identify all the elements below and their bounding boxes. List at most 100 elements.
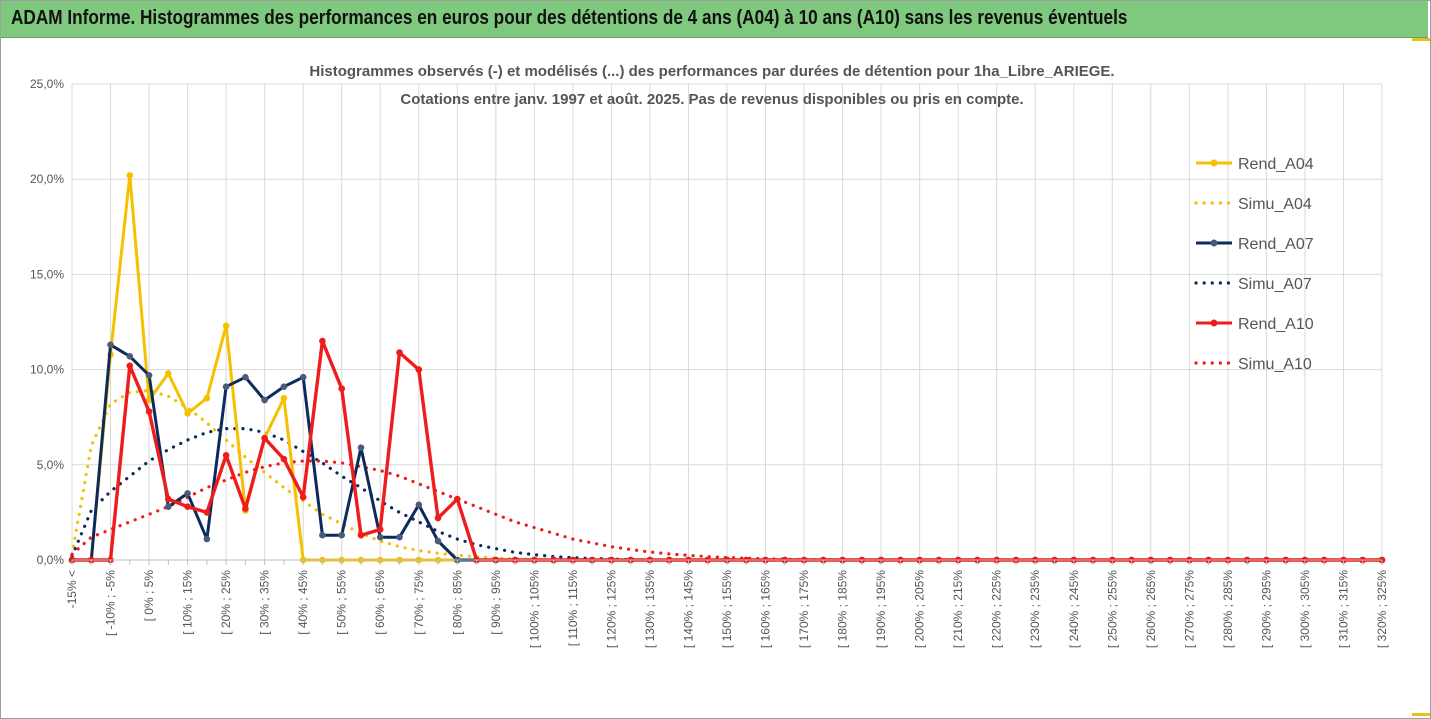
data-point [222,452,230,459]
data-point [376,533,384,541]
legend-label: Rend_A04 [1238,156,1314,173]
data-point [145,396,153,404]
x-tick-label: [ 120% ; 125% [604,570,618,648]
x-tick-label: [ -10% ; -5% [104,570,118,636]
data-point [145,372,153,379]
y-tick-label: 10,0% [30,363,64,377]
data-point [338,531,346,539]
data-point [415,501,423,509]
legend-label: Rend_A10 [1238,316,1314,333]
data-point [415,366,423,373]
legend: Rend_A04 Simu_A04 Rend_A07 Simu_A07 Rend_A10… [1194,156,1314,373]
x-tick-label: [ 60% ; 65% [373,570,387,635]
legend-entry-simu-a04: Simu_A04 [1194,196,1312,213]
x-tick-label: [ 270% ; 275% [1182,570,1196,648]
corner-mark-bottom-right [1412,713,1430,716]
x-tick-label: [ 70% ; 75% [412,570,426,635]
data-point [126,172,134,179]
y-tick-label: 25,0% [30,77,64,91]
chart-title: Histogrammes observés (-) et modélisés (… [309,63,1114,80]
data-point [376,526,384,533]
x-tick-label: [ 140% ; 145% [681,570,695,648]
data-point [280,394,288,402]
data-point [434,514,442,522]
data-point [145,408,153,415]
data-point [203,509,211,516]
data-point [165,370,172,377]
data-point [434,537,442,545]
legend-entry-rend-a10: Rend_A10 [1196,316,1314,333]
legend-entry-simu-a10: Simu_A10 [1194,356,1312,373]
x-tick-label: -15% < [65,570,79,608]
data-point [299,373,307,381]
data-point [319,337,326,345]
x-tick-label: [ 100% ; 105% [527,570,541,648]
legend-entry-simu-a07: Simu_A07 [1194,276,1312,293]
x-tick-label: [ 200% ; 205% [913,570,927,648]
data-point [184,503,191,511]
legend-entry-rend-a07: Rend_A07 [1196,236,1314,253]
y-tick-label: 15,0% [30,267,64,281]
x-tick-label: [ 230% ; 235% [1028,570,1042,648]
y-tick-label: 0,0% [37,553,65,567]
legend-marker [1210,239,1218,247]
data-point [126,353,134,360]
x-tick-label: [ 30% ; 35% [258,570,272,635]
data-point [184,410,191,417]
x-tick-label: [ 190% ; 195% [874,570,888,648]
x-tick-label: [ 210% ; 215% [951,570,965,648]
legend-marker [1210,159,1218,167]
data-point [165,495,172,503]
axis-layer: 0,0% 5,0% 10,0% 15,0% 20,0% 25,0% -15% < [ -10%… [30,77,1389,648]
data-point [107,341,114,349]
legend-label: Simu_A07 [1238,276,1312,293]
data-point [222,383,230,391]
data-point [165,503,172,511]
data-point [280,455,288,463]
report-banner: ADAM Informe. Histogrammes des performan… [1,1,1428,38]
x-tick-label: [ 290% ; 295% [1259,570,1273,648]
data-point [454,495,461,503]
data-point [338,385,346,392]
x-tick-label: [ 80% ; 85% [450,570,464,635]
data-point [203,394,211,402]
data-point [261,434,268,442]
x-tick-label: [ 110% ; 115% [566,570,580,647]
data-point [203,535,211,543]
chart-subtitle: Cotations entre janv. 1997 et août. 2025… [400,91,1023,108]
data-point [357,444,365,452]
data-point [126,362,134,370]
legend-label: Simu_A10 [1238,356,1312,373]
data-point [299,493,307,501]
x-tick-label: [ 280% ; 285% [1221,570,1235,648]
data-point [222,322,230,330]
data-point [261,396,268,404]
data-point [396,533,403,541]
data-point [242,373,249,381]
data-point [280,383,288,391]
x-tick-label: [ 10% ; 15% [181,570,195,635]
y-tick-label: 20,0% [30,172,64,186]
x-tick-label: [ 130% ; 135% [643,570,657,648]
x-tick-label: [ 220% ; 225% [990,570,1004,648]
x-tick-label: [ 320% ; 325% [1375,570,1389,648]
legend-label: Rend_A07 [1238,236,1314,253]
x-tick-label: [ 150% ; 155% [720,570,734,648]
x-tick-label: [ 300% ; 305% [1298,570,1312,648]
data-point [357,531,365,539]
x-tick-label: [ 90% ; 95% [489,570,503,635]
x-tick-label: [ 170% ; 175% [797,570,811,648]
legend-label: Simu_A04 [1238,196,1312,213]
report-title: ADAM Informe. Histogrammes des performan… [11,7,1128,29]
data-point [396,349,403,356]
x-tick-label: [ 0% ; 5% [142,570,156,622]
legend-marker [1210,319,1218,327]
y-tick-label: 5,0% [37,458,65,472]
x-tick-label: [ 310% ; 315% [1336,570,1350,648]
corner-mark-top-right [1412,38,1430,41]
x-tick-label: [ 240% ; 245% [1067,570,1081,648]
x-tick-label: [ 180% ; 185% [836,570,850,648]
x-tick-label: [ 250% ; 255% [1105,570,1119,648]
